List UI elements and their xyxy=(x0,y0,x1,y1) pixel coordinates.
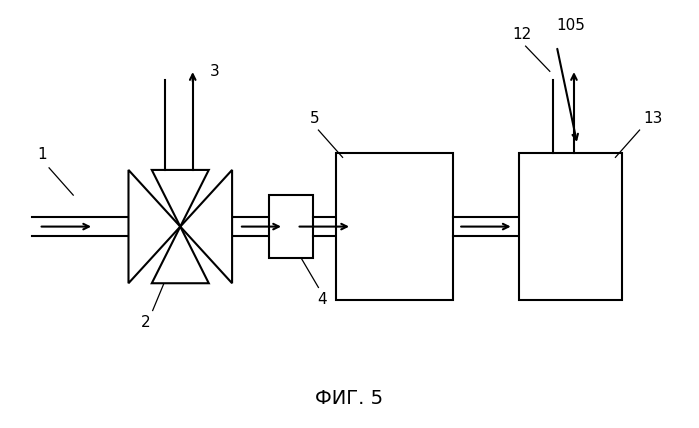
Text: 5: 5 xyxy=(310,111,319,126)
Bar xyxy=(336,153,453,300)
Polygon shape xyxy=(129,170,180,283)
Text: 4: 4 xyxy=(317,291,326,306)
Text: ФИГ. 5: ФИГ. 5 xyxy=(315,389,384,408)
Text: 2: 2 xyxy=(141,315,150,330)
Text: 105: 105 xyxy=(556,18,585,33)
Polygon shape xyxy=(152,226,209,283)
Bar xyxy=(268,195,313,258)
Polygon shape xyxy=(152,170,209,226)
Bar xyxy=(519,153,622,300)
Text: 12: 12 xyxy=(512,27,532,42)
Polygon shape xyxy=(180,170,232,283)
Text: 13: 13 xyxy=(643,111,663,126)
Text: 1: 1 xyxy=(37,146,47,161)
Text: 3: 3 xyxy=(210,64,219,79)
